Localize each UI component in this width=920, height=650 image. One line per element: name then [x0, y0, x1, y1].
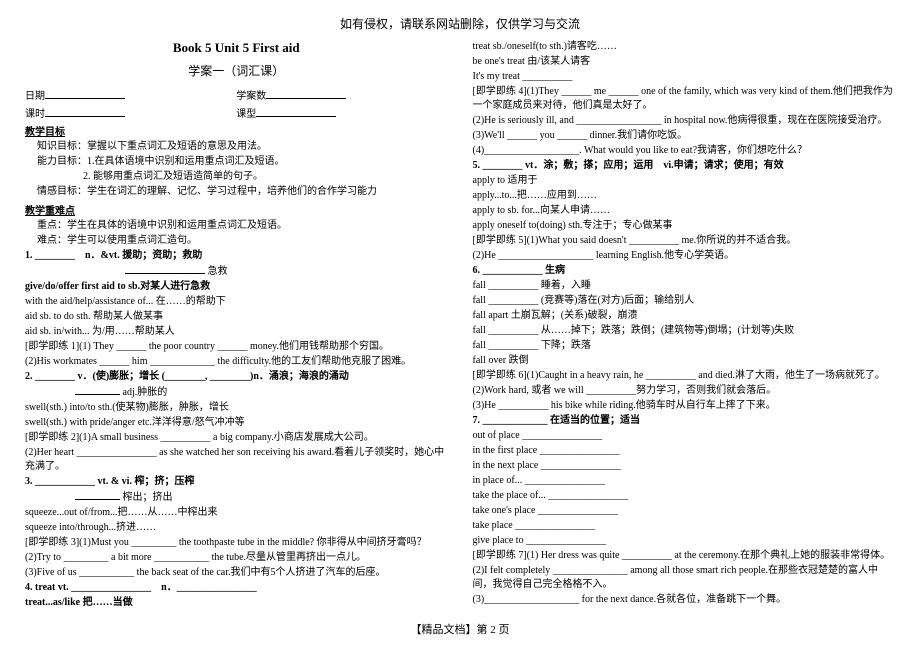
page-footer: 【精品文档】第 2 页 [25, 621, 895, 637]
v6-l5: fall __________ 下降；跌落 [473, 339, 896, 353]
teaching-goal-label: 教学目标 [25, 123, 448, 138]
v2-l1: swell(sth.) into/to sth.(使某物)膨胀，肿胀，增长 [25, 401, 448, 415]
v6-l4: fall __________ 从……掉下；跌落；跌倒；(建筑物等)倒塌；(计划… [473, 324, 896, 338]
r-p2: (2)He is seriously ill, and ____________… [473, 114, 896, 128]
v7-p3: (3)___________________ for the next danc… [473, 593, 896, 607]
goal-2: 能力目标：1.在具体语境中识别和运用重点词汇及短语。 [25, 155, 448, 169]
v1-p2: (2)His workmates ______ him ____________… [25, 355, 448, 369]
r-l3: It's my treat __________ [473, 70, 896, 84]
keypoint-2: 难点：学生可以使用重点词汇造句。 [25, 234, 448, 248]
left-column: Book 5 Unit 5 First aid 学案一（词汇课） 日期 学案数 … [25, 40, 448, 611]
two-column-layout: Book 5 Unit 5 First aid 学案一（词汇课） 日期 学案数 … [25, 40, 895, 611]
goal-2b: 2. 能够用重点词汇及短语造简单的句子。 [25, 170, 448, 184]
vocab-2: 2. ________ v．(使)膨胀；增长 (________, ______… [25, 370, 448, 384]
vocab-3-sub: 榨出；挤出 [25, 490, 448, 505]
v7-l6: take one's place ________________ [473, 504, 896, 518]
v2-l2: swell(sth.) with pride/anger etc.洋洋得意/怒气… [25, 416, 448, 430]
v2-p1: [即学即练 2](1)A small business __________ a… [25, 431, 448, 445]
v5-l1: apply to 适用于 [473, 174, 896, 188]
v7-l7: take place ________________ [473, 519, 896, 533]
v5-l4: apply oneself to(doing) sth.专注于；专心做某事 [473, 219, 896, 233]
v7-l5: take the place of... ________________ [473, 489, 896, 503]
v6-l2: fall __________ (竞赛等)落在(对方)后面；输给别人 [473, 294, 896, 308]
v7-l3: in the next place ________________ [473, 459, 896, 473]
v1-l3: aid sb. to do sth. 帮助某人做某事 [25, 310, 448, 324]
v6-l3: fall apart 土崩瓦解；(关系)破裂，崩溃 [473, 309, 896, 323]
v5-p2: (2)He ___________________ learning Engli… [473, 249, 896, 263]
vocab-2-sub: adj.肿胀的 [25, 385, 448, 400]
v3-l1: squeeze...out of/from...把……从……中榨出来 [25, 506, 448, 520]
v6-l1: fall __________ 睡着，入睡 [473, 279, 896, 293]
v7-p1: [即学即练 7](1) Her dress was quite ________… [473, 549, 896, 563]
v3-p3: (3)Five of us ___________ the back seat … [25, 566, 448, 580]
vocab-6: 6. ____________ 生病 [473, 264, 896, 278]
goal-3: 情感目标：学生在词汇的理解、记忆、学习过程中，培养他们的合作学习能力 [25, 185, 448, 199]
r-l1: treat sb./oneself(to sth.)请客吃…… [473, 40, 896, 54]
v3-l2: squeeze into/through...挤进…… [25, 521, 448, 535]
date-field: 日期 [25, 87, 236, 102]
v7-l2: in the first place ________________ [473, 444, 896, 458]
v1-l2: with the aid/help/assistance of... 在……的帮… [25, 295, 448, 309]
vocab-5: 5. ________ vt．涂；敷；搽；应用；运用 vi.申请；请求；使用；有… [473, 159, 896, 173]
r-l2: be one's treat 由/该某人请客 [473, 55, 896, 69]
v6-p1: [即学即练 6](1)Caught in a heavy rain, he __… [473, 369, 896, 383]
v5-l3: apply to sb. for...向某人申请…… [473, 204, 896, 218]
count-field: 学案数 [236, 87, 447, 102]
v7-l4: in place of... ________________ [473, 474, 896, 488]
keypoints-label: 教学重难点 [25, 202, 448, 217]
r-p4: (4)___________________. What would you l… [473, 144, 896, 158]
v7-l8: give place to ________________ [473, 534, 896, 548]
book-title: Book 5 Unit 5 First aid [25, 40, 448, 56]
v7-p2: (2)I felt completely _______________ amo… [473, 564, 896, 592]
v6-p2: (2)Work hard, 或者 we will __________努力学习，… [473, 384, 896, 398]
vocab-1: 1. ________ n．&vt. 援助；资助；救助 [25, 249, 448, 263]
vocab-7: 7. _____________ 在适当的位置；适当 [473, 414, 896, 428]
v1-l4: aid sb. in/with... 为/用……帮助某人 [25, 325, 448, 339]
vocab-3: 3. ____________ vt. & vi. 榨；挤；压榨 [25, 475, 448, 489]
r-p3: (3)We'll ______ you ______ dinner.我们请你吃饭… [473, 129, 896, 143]
vocab-4: 4. treat vt. ________________ n．________… [25, 581, 448, 595]
session-field: 课时 [25, 105, 236, 120]
v2-p2: (2)Her heart ________________ as she wat… [25, 446, 448, 474]
v1-p1: [即学即练 1](1) They ______ the poor country… [25, 340, 448, 354]
lesson-title: 学案一（词汇课） [25, 62, 448, 79]
v3-p2: (2)Try to _________ a bit more _________… [25, 551, 448, 565]
vocab-1-sub: 急救 [25, 264, 448, 279]
goal-1: 知识目标：掌握以下重点词汇及短语的意思及用法。 [25, 140, 448, 154]
keypoint-1: 重点：学生在具体的语境中识别和运用重点词汇及短语。 [25, 219, 448, 233]
v7-l1: out of place ________________ [473, 429, 896, 443]
header-note: 如有侵权，请联系网站删除，仅供学习与交流 [25, 15, 895, 32]
v6-p3: (3)He __________ his bike while riding.他… [473, 399, 896, 413]
r-p1: [即学即练 4](1)They ______ me ______ one of … [473, 85, 896, 113]
v4-l1: treat...as/like 把……当做 [25, 596, 448, 610]
meta-row-2: 课时 课型 [25, 105, 448, 120]
v3-p1: [即学即练 3](1)Must you _________ the toothp… [25, 536, 448, 550]
type-field: 课型 [236, 105, 447, 120]
meta-row-1: 日期 学案数 [25, 87, 448, 102]
v6-l6: fall over 跌倒 [473, 354, 896, 368]
v5-p1: [即学即练 5](1)What you said doesn't _______… [473, 234, 896, 248]
v5-l2: apply...to...把……应用到…… [473, 189, 896, 203]
right-column: treat sb./oneself(to sth.)请客吃…… be one's… [473, 40, 896, 611]
v1-l1: give/do/offer first aid to sb.对某人进行急救 [25, 280, 448, 294]
